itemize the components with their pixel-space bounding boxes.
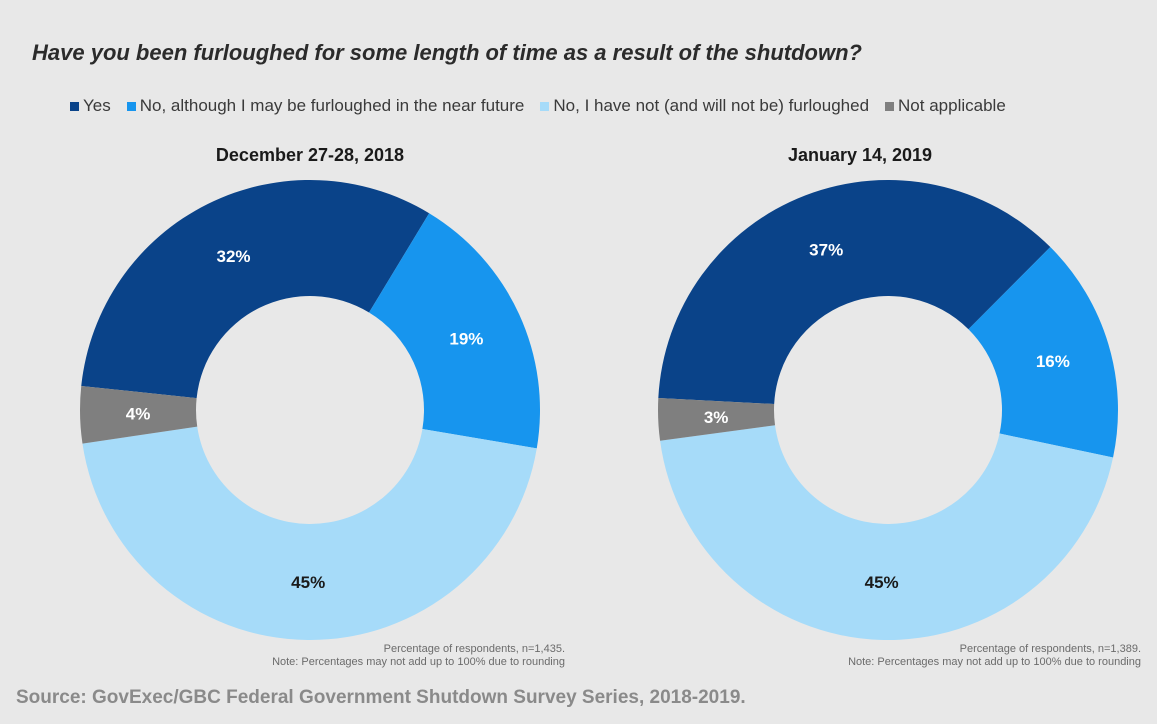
source-note: Source: GovExec/GBC Federal Government S… [16, 687, 746, 708]
donut-title-jan-2019: January 14, 2019 [787, 145, 933, 165]
note-rounding-jan-2019: Note: Percentages may not add up to 100%… [848, 656, 1141, 668]
note-jan-2019: Percentage of respondents, n=1,389. Note… [741, 643, 1141, 669]
legend-label-na: Not applicable [898, 96, 1006, 115]
legend-item-no-maybe: No, although I may be furloughed in the … [126, 96, 525, 116]
donut-slice-no-not [82, 426, 537, 640]
donut-label-yes: 32% [217, 247, 251, 266]
chart-title-main: Have you been furloughed for some length… [32, 40, 862, 65]
donut-slice-no-maybe [968, 247, 1118, 458]
legend-swatch-yes [70, 101, 79, 111]
donut-label-na: 3% [704, 408, 729, 427]
legend-swatch-no-not [540, 101, 550, 111]
legend-item-na: Not applicable [885, 96, 1006, 116]
donut-slice-no-maybe [369, 213, 540, 449]
note-respondents-dec-2018: Percentage of respondents, n=1,435. [383, 643, 565, 655]
donut-jan-2019: 37% 16% 45% 3% [658, 179, 1118, 641]
donut-slice-na [79, 385, 198, 444]
note-rounding-dec-2018: Note: Percentages may not add up to 100%… [272, 656, 565, 668]
legend-label-no-maybe: No, although I may be furloughed in the … [139, 96, 525, 115]
donut-dec-2018: 32% 19% 45% 4% [79, 179, 540, 640]
donut-slice-no-not [660, 425, 1114, 641]
legend-label-yes: Yes [83, 96, 111, 115]
donut-label-yes: 37% [809, 240, 843, 259]
legend-swatch-na [885, 101, 895, 111]
donut-slice-na [658, 397, 776, 441]
donut-label-na: 4% [126, 405, 151, 424]
donut-slice-yes [658, 179, 1051, 405]
donut-slice-yes [81, 179, 430, 399]
legend-item-no-not: No, I have not (and will not be) furloug… [540, 96, 869, 116]
note-dec-2018: Percentage of respondents, n=1,435. Note… [165, 643, 565, 669]
legend-item-yes: Yes [70, 96, 111, 116]
legend-swatch-no-maybe [126, 101, 136, 111]
legend-label-no-not: No, I have not (and will not be) furloug… [553, 96, 870, 115]
donut-label-no-not: 45% [291, 573, 325, 592]
note-respondents-jan-2019: Percentage of respondents, n=1,389. [959, 643, 1141, 655]
donut-label-no-maybe: 19% [449, 329, 483, 348]
legend: Yes No, although I may be furloughed in … [70, 96, 1006, 116]
donut-title-dec-2018: December 27-28, 2018 [215, 145, 405, 165]
donut-label-no-maybe: 16% [1036, 352, 1070, 371]
donut-label-no-not: 45% [865, 573, 899, 592]
